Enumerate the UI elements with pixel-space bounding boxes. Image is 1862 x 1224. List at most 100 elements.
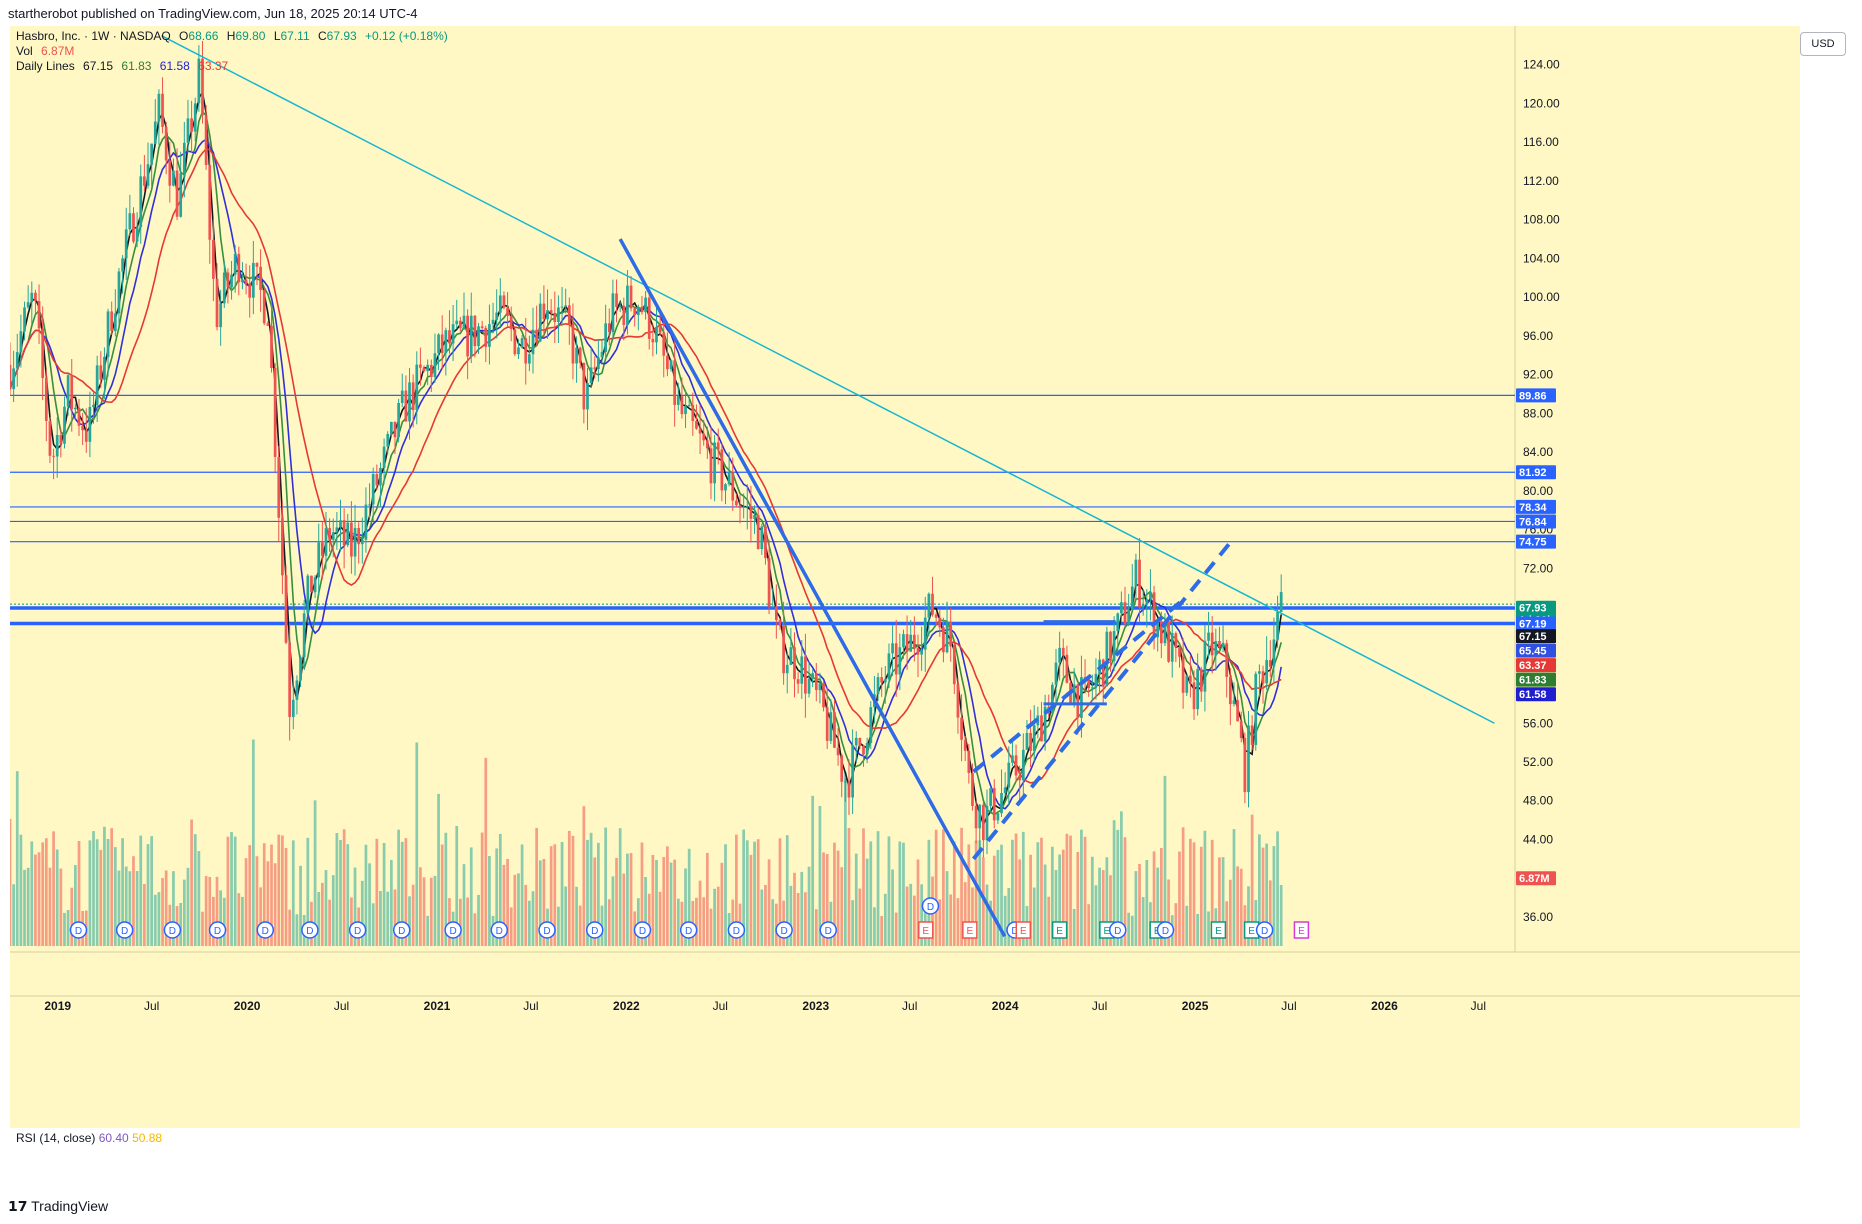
- candle-body: [800, 656, 804, 684]
- dividend-letter: D: [121, 926, 128, 937]
- volume-bar: [774, 903, 778, 946]
- volume-bar: [1232, 829, 1236, 946]
- price-badge-text: 74.75: [1519, 537, 1547, 549]
- volume-bar: [266, 861, 270, 946]
- candle-body: [448, 330, 451, 344]
- volume-bar: [836, 850, 840, 946]
- dividend-marker: D: [921, 897, 940, 915]
- volume-bar: [851, 900, 854, 946]
- candle-body: [553, 312, 557, 323]
- volume-bar: [477, 894, 480, 946]
- tradingview-logo-icon: 𝟭𝟳: [8, 1198, 28, 1214]
- dividend-circle: [163, 921, 182, 939]
- volume-bar: [1167, 879, 1170, 946]
- candle-body: [593, 367, 597, 370]
- candle-body: [219, 303, 223, 328]
- symbol-title[interactable]: Hasbro, Inc. · 1W · NASDAQ: [16, 29, 171, 43]
- price-badge-bg: [1516, 871, 1556, 886]
- volume-bar: [219, 890, 223, 946]
- earnings-letter: E: [1056, 926, 1063, 937]
- dividend-circle: [69, 921, 88, 939]
- price-badge: 78.34: [1516, 499, 1556, 514]
- candle-body: [560, 306, 564, 308]
- volume-bar: [684, 868, 687, 946]
- volume-bar: [146, 844, 150, 946]
- candle-body: [55, 434, 59, 457]
- candle-body: [277, 456, 281, 518]
- candle-body: [404, 390, 408, 422]
- candle-body: [255, 262, 259, 267]
- volume-bar: [985, 884, 989, 946]
- volume-bar: [604, 827, 608, 946]
- chart-area[interactable]: 36.0040.0044.0048.0052.0056.0072.0076.00…: [10, 26, 1800, 1128]
- candle-body: [339, 520, 342, 528]
- candle-body: [586, 383, 589, 410]
- rsi-legend[interactable]: RSI (14, close) 60.40 50.88: [16, 1131, 162, 1145]
- volume-bar: [288, 909, 292, 946]
- volume-bar: [150, 836, 154, 946]
- volume-bar: [814, 909, 818, 946]
- volume-bar: [368, 863, 371, 946]
- dividend-marker: D: [633, 921, 652, 939]
- candle-body: [172, 170, 175, 186]
- candle-body: [248, 283, 252, 298]
- volume-bar: [1003, 895, 1007, 946]
- volume-bar: [498, 833, 502, 946]
- volume-bar: [48, 867, 52, 946]
- volume-bar: [1134, 871, 1138, 946]
- candle-body: [1065, 654, 1069, 683]
- price-chart[interactable]: 36.0040.0044.0048.0052.0056.0072.0076.00…: [10, 26, 1800, 1128]
- volume-bar: [1011, 839, 1014, 946]
- candle-body: [397, 402, 400, 438]
- candle-body: [640, 306, 644, 313]
- candle-body: [364, 504, 368, 540]
- dividend-marker: D: [585, 921, 604, 939]
- candle-body: [1116, 613, 1120, 632]
- lines-legend[interactable]: Daily Lines 67.15 61.83 61.58 63.37: [16, 59, 229, 73]
- candle-body: [299, 657, 302, 681]
- volume-bar: [640, 842, 644, 946]
- volume-bar: [865, 858, 869, 946]
- rsi-value: 60.40: [98, 1131, 129, 1145]
- volume-bar: [749, 854, 753, 946]
- candle-body: [1250, 725, 1254, 745]
- candle-body: [731, 472, 735, 501]
- time-tick-label: 2022: [613, 999, 640, 1013]
- dividend-letter: D: [169, 926, 176, 937]
- volume-bar: [1279, 885, 1283, 946]
- volume-bar: [23, 869, 26, 946]
- candle-body: [1254, 673, 1258, 745]
- volume-bar: [353, 867, 357, 946]
- candle-body: [662, 332, 666, 356]
- candle-body: [222, 272, 226, 304]
- candle-body: [1261, 671, 1265, 684]
- candle-body: [320, 542, 324, 556]
- volume-legend[interactable]: Vol 6.87M: [16, 44, 75, 58]
- volume-bar: [615, 857, 618, 946]
- currency-button[interactable]: USD: [1800, 32, 1846, 56]
- time-tick-label: 2019: [44, 999, 71, 1013]
- price-tick-label: 124.00: [1523, 58, 1560, 72]
- volume-bar: [1261, 847, 1265, 946]
- candle-body: [84, 430, 88, 442]
- candle-body: [190, 118, 193, 132]
- earnings-marker: E: [1051, 921, 1068, 939]
- volume-bar: [212, 896, 215, 946]
- dividend-letter: D: [306, 926, 313, 937]
- candle-body: [132, 213, 135, 242]
- volume-bar: [186, 867, 190, 946]
- volume-bar: [767, 859, 771, 946]
- candle-body: [1025, 732, 1029, 750]
- candle-body: [528, 354, 531, 364]
- candle-body: [931, 593, 934, 615]
- volume-bar: [342, 829, 346, 946]
- candle-body: [756, 515, 760, 550]
- dividend-circle: [208, 921, 227, 939]
- volume-bar: [230, 832, 233, 946]
- candle-body: [575, 347, 578, 364]
- volume-bar: [1258, 834, 1261, 946]
- candle-body: [37, 301, 41, 329]
- candle-body: [847, 781, 851, 798]
- dividend-marker: D: [679, 921, 698, 939]
- tradingview-logo[interactable]: 𝟭𝟳 TradingView: [8, 1198, 108, 1215]
